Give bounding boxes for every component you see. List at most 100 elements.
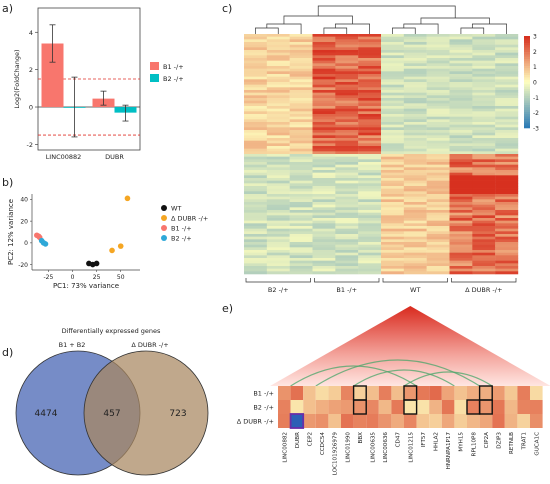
heatmap-cell [358, 87, 382, 91]
heatmap-cell [403, 119, 427, 123]
heatmap-cell [449, 239, 473, 243]
heatmap-cell [358, 228, 382, 232]
heatmap-cell [426, 183, 450, 187]
heatmap-cell [403, 151, 427, 155]
heatmap-cell [449, 124, 473, 128]
row-label: Δ DUBR -/+ [237, 418, 274, 426]
heatmap-cell [403, 47, 427, 51]
heatmap-cell [335, 199, 359, 203]
heatmap-cell [449, 266, 473, 269]
heatmap-cell [266, 247, 290, 251]
heatmap-cell [472, 162, 496, 165]
heatmap-cell [449, 260, 473, 264]
heatmap-cell [426, 268, 450, 272]
heatmap-cell [381, 108, 405, 112]
venn-circle [83, 350, 209, 476]
heatmap-cell [381, 167, 405, 171]
heatmap-cell [358, 247, 382, 251]
heatmap-cell [426, 130, 450, 133]
heatmap-cell [472, 191, 496, 195]
heatmap-cell [335, 95, 359, 99]
heatmap-cell [244, 244, 268, 248]
legend-label: B2 -/+ [163, 75, 184, 83]
heatmap-cell [472, 223, 496, 227]
heatmap-cell [289, 236, 313, 240]
heatmap-cell [449, 82, 473, 85]
heatmap-cell [266, 244, 290, 248]
heatmap-cell [381, 47, 405, 51]
legend-label: WT [171, 205, 181, 213]
heatmap-cell [312, 271, 336, 275]
heatmap-cell [381, 138, 405, 141]
heatmap-cell [426, 119, 450, 123]
heatmap-cell [381, 146, 405, 149]
heatmap-cell [335, 130, 359, 133]
heatmap-cell [495, 268, 519, 272]
colorbar-segment [524, 82, 530, 85]
heatmap-cell [504, 400, 518, 414]
heatmap-cell [449, 247, 473, 251]
heatmap-cell [289, 140, 313, 144]
heatmap-cell [335, 98, 359, 101]
heatmap-cell [495, 111, 519, 115]
heatmap-cell [312, 130, 336, 133]
heatmap-cell [426, 74, 450, 77]
heatmap-cell [289, 146, 313, 149]
heatmap-cell [358, 151, 382, 155]
heatmap-cell [403, 55, 427, 59]
heatmap-cell [335, 36, 359, 40]
heatmap-cell [335, 63, 359, 67]
heatmap-cell [426, 242, 450, 245]
heatmap-cell [266, 204, 290, 208]
colorbar-segment [524, 47, 530, 51]
colorbar-segment [524, 111, 530, 115]
heatmap-cell [358, 135, 382, 139]
heatmap-cell [495, 212, 519, 216]
heatmap-cell [244, 119, 268, 123]
colorbar-segment [524, 38, 530, 41]
heatmap-cell [335, 252, 359, 256]
heatmap-cell [315, 400, 329, 414]
heatmap-cell [358, 167, 382, 171]
heatmap-cell [403, 130, 427, 133]
gene-label: IFT57 [421, 432, 427, 448]
heatmap-cell [312, 119, 336, 123]
heatmap-cell [266, 255, 290, 259]
heatmap-cell [449, 52, 473, 56]
heatmap-cell [472, 95, 496, 99]
heatmap-cell [403, 76, 427, 80]
heatmap-cell [403, 39, 427, 43]
heatmap-cell [289, 114, 313, 117]
heatmap-cell [289, 268, 313, 272]
colorbar-segment [524, 114, 530, 117]
heatmap-cell [335, 172, 359, 176]
heatmap-cell [449, 199, 473, 203]
heatmap-cell [312, 87, 336, 91]
panel-label-c: c) [222, 2, 233, 15]
heatmap-cell [449, 100, 473, 104]
heatmap-cell [495, 36, 519, 40]
heatmap-cell [472, 119, 496, 123]
heatmap-cell [495, 255, 519, 259]
heatmap-cell [403, 186, 427, 189]
heatmap-cell [244, 42, 268, 45]
heatmap-cell [335, 132, 359, 136]
heatmap-cell [441, 414, 455, 428]
heatmap-cell [403, 63, 427, 67]
heatmap-cell [472, 74, 496, 77]
heatmap-cell [472, 186, 496, 189]
heatmap-cell [335, 223, 359, 227]
heatmap-cell [426, 207, 450, 211]
heatmap-cell [449, 252, 473, 256]
heatmap-cell [429, 386, 442, 400]
heatmap-cell [472, 108, 496, 112]
heatmap-cell [426, 63, 450, 67]
heatmap-cell [403, 223, 427, 227]
heatmap-cell [266, 191, 290, 195]
heatmap-cell [449, 79, 473, 83]
heatmap-cell [472, 199, 496, 203]
heatmap-cell [403, 207, 427, 211]
heatmap-cell [266, 271, 290, 275]
heatmap-cell [266, 95, 290, 99]
